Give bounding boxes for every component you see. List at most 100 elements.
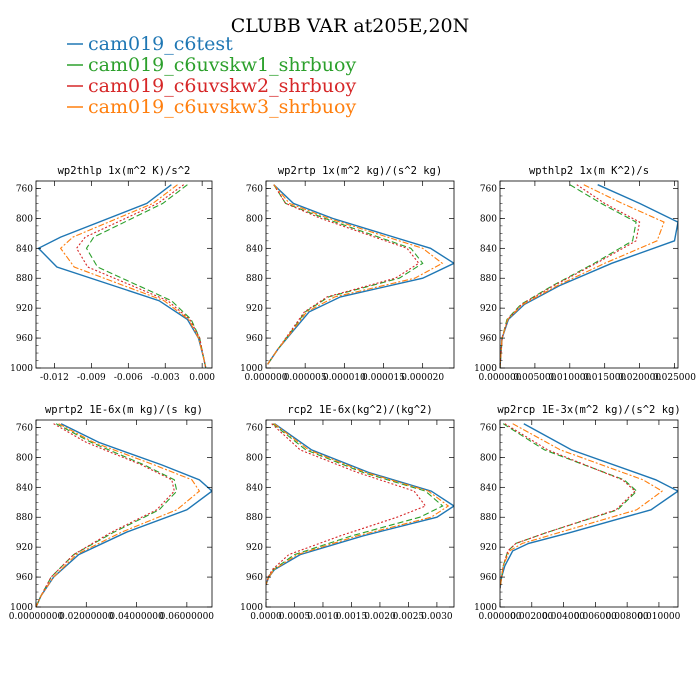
x-tick-label: 0.004000: [542, 612, 585, 622]
y-tick-label: 760: [246, 184, 263, 194]
y-tick-label: 760: [16, 423, 33, 433]
series-line: [266, 423, 444, 585]
x-tick-label: 0.010000: [637, 612, 680, 622]
chart-panel: wpthlp2 1x(m K^2)/s 760 800 840 880 920 960 100…: [474, 165, 696, 383]
y-tick-label: 840: [16, 483, 33, 493]
series-line: [500, 184, 665, 368]
y-tick-label: 800: [246, 453, 263, 463]
y-tick-label: 880: [480, 274, 497, 284]
x-tick-label: 0.006000: [574, 612, 617, 622]
y-tick-label: 920: [246, 543, 263, 553]
y-tick-label: 960: [16, 334, 33, 344]
y-tick-label: 880: [246, 513, 263, 523]
x-tick-label: 0.005000: [513, 373, 556, 383]
x-tick-label: -0.009: [77, 373, 106, 383]
x-tick-label: -0.003: [151, 373, 180, 383]
x-tick-label: 0.00000000: [9, 612, 64, 622]
y-tick-label: 800: [16, 214, 33, 224]
x-tick-label: 0.02000000: [59, 612, 114, 622]
x-tick-label: 0.025000: [653, 373, 696, 383]
y-tick-label: 920: [246, 304, 263, 314]
y-tick-label: 960: [480, 573, 497, 583]
figure-title: CLUBB VAR at205E,20N: [231, 15, 470, 37]
x-tick-label: 0.0015: [336, 612, 368, 622]
panel-title: wprtp2 1E-6x(m kg)/(s kg): [45, 404, 203, 416]
y-tick-label: 920: [480, 543, 497, 553]
series-line: [36, 423, 201, 607]
chart-panel: wp2rcp 1E-3x(m^2 kg)/(s^2 kg)760 800 840 88…: [474, 404, 681, 622]
y-tick-label: 1000: [240, 364, 263, 374]
x-tick-label: 0.0025: [393, 612, 425, 622]
series-line: [59, 184, 207, 368]
plot-frame: [499, 180, 679, 369]
panel-title: wpthlp2 1x(m K^2)/s: [529, 165, 649, 177]
legend-label: cam019_c6test: [88, 33, 233, 55]
y-tick-label: 1000: [10, 603, 33, 613]
x-tick-label: 0.015000: [583, 373, 626, 383]
y-tick-label: 1000: [474, 603, 497, 613]
legend-entry: cam019_c6uvskw1_shrbuoy: [67, 54, 356, 76]
y-tick-label: 960: [246, 573, 263, 583]
y-tick-label: 960: [480, 334, 497, 344]
legend-entry: cam019_c6uvskw3_shrbuoy: [67, 96, 356, 118]
y-tick-label: 840: [480, 483, 497, 493]
series-line: [266, 423, 427, 585]
x-tick-label: 0.020000: [618, 373, 661, 383]
panels: wp2thlp 1x(m^2 K)/s^2 760 800 840 880 920 960 1…: [9, 165, 696, 622]
y-tick-label: 800: [246, 214, 263, 224]
panel-title: rcp2 1E-6x(kg^2)/(kg^2): [287, 404, 432, 416]
x-tick-label: 0.008000: [606, 612, 649, 622]
y-tick-label: 840: [480, 244, 497, 254]
x-tick-label: 0.000010: [323, 373, 366, 383]
y-tick-label: 840: [246, 244, 263, 254]
series-line: [267, 184, 420, 365]
plot-frame: [265, 180, 455, 369]
x-tick-label: 0.000005: [284, 373, 327, 383]
y-tick-label: 880: [16, 274, 33, 284]
y-tick-label: 880: [246, 274, 263, 284]
x-tick-label: 0.06000000: [160, 612, 215, 622]
legend-entry: cam019_c6uvskw2_shrbuoy: [67, 75, 356, 97]
series-line: [266, 423, 450, 585]
series-line: [500, 423, 678, 589]
x-tick-label: 0.000000: [479, 612, 522, 622]
series-line: [37, 184, 207, 368]
x-tick-label: 0.000000: [245, 373, 288, 383]
y-tick-label: 880: [16, 513, 33, 523]
series-line: [36, 423, 175, 607]
x-tick-label: 0.010000: [548, 373, 591, 383]
y-tick-label: 760: [16, 184, 33, 194]
y-tick-label: 760: [480, 184, 497, 194]
x-tick-label: 0.000000: [479, 373, 522, 383]
series-line: [500, 184, 678, 368]
series-line: [36, 423, 178, 607]
x-tick-label: 0.0030: [421, 612, 453, 622]
x-tick-label: -0.006: [114, 373, 143, 383]
y-tick-label: 960: [16, 573, 33, 583]
x-tick-label: 0.04000000: [109, 612, 164, 622]
series-line: [75, 184, 207, 368]
series-line: [267, 184, 424, 365]
legend-entry: cam019_c6test: [67, 33, 233, 55]
legend-label: cam019_c6uvskw1_shrbuoy: [88, 54, 356, 76]
y-tick-label: 800: [480, 453, 497, 463]
series-line: [267, 184, 444, 365]
x-tick-label: 0.000020: [401, 373, 444, 383]
y-tick-label: 840: [246, 483, 263, 493]
y-tick-label: 920: [16, 543, 33, 553]
y-tick-label: 920: [480, 304, 497, 314]
chart-panel: rcp2 1E-6x(kg^2)/(kg^2) 760 800 840 880 920 96…: [240, 404, 455, 622]
y-tick-label: 1000: [474, 364, 497, 374]
series-line: [36, 423, 212, 607]
y-tick-label: 840: [16, 244, 33, 254]
series-line: [500, 423, 664, 589]
y-tick-label: 1000: [240, 603, 263, 613]
legend: cam019_c6testcam019_c6uvskw1_shrbuoycam0…: [67, 33, 356, 118]
chart-panel: wprtp2 1E-6x(m kg)/(s kg) 760 800 840 880 920…: [9, 404, 215, 622]
legend-label: cam019_c6uvskw3_shrbuoy: [88, 96, 356, 118]
x-tick-label: 0.0020: [364, 612, 396, 622]
x-tick-label: 0.0005: [279, 612, 311, 622]
y-tick-label: 880: [480, 513, 497, 523]
chart-panel: wp2thlp 1x(m^2 K)/s^2 760 800 840 880 920 960 1…: [10, 165, 215, 383]
y-tick-label: 1000: [10, 364, 33, 374]
